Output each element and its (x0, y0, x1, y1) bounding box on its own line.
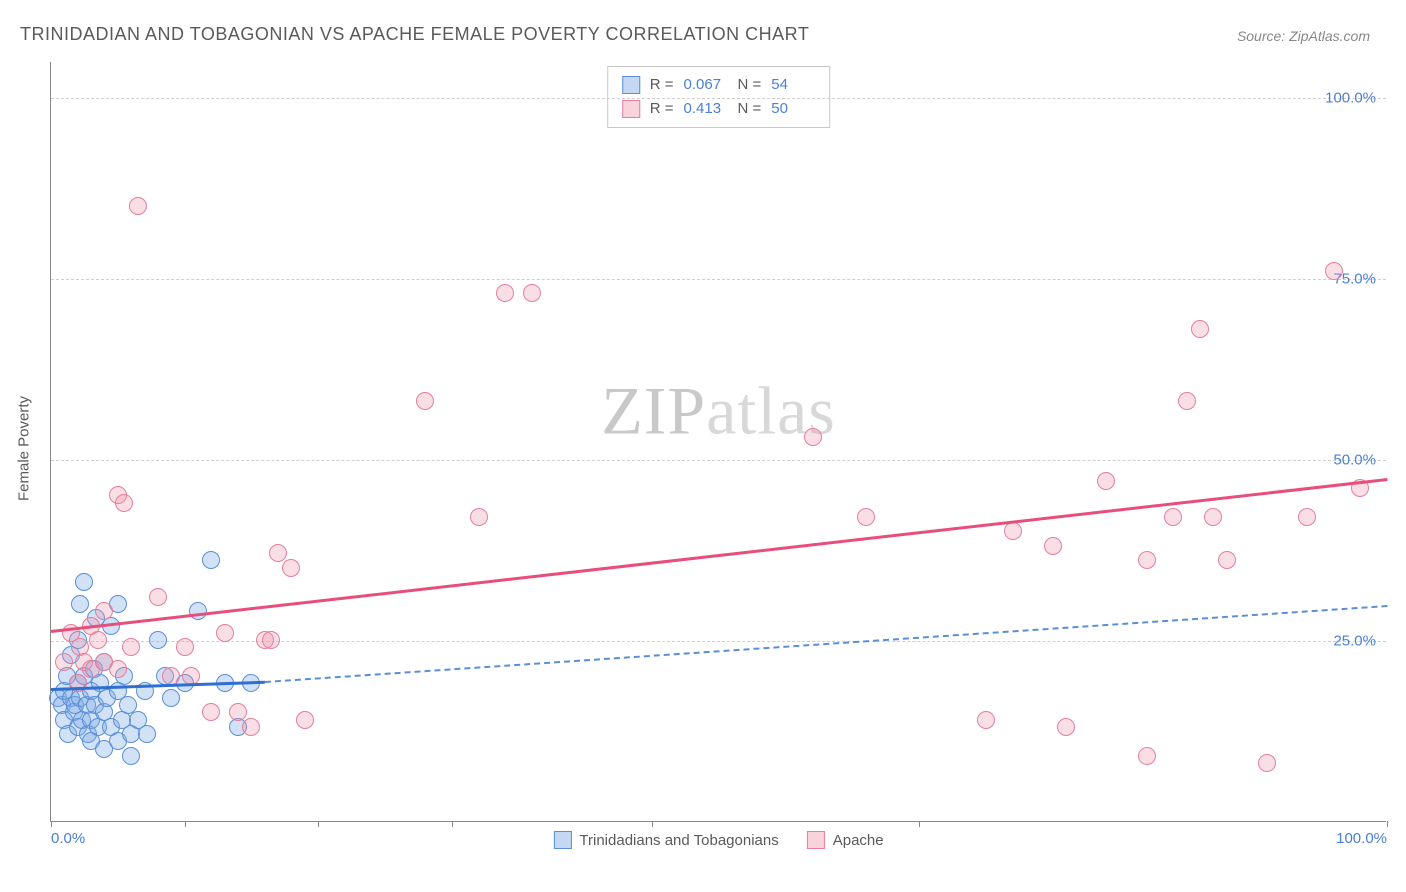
data-point (1138, 551, 1156, 569)
data-point (189, 602, 207, 620)
data-point (229, 703, 247, 721)
legend-item-apache: Apache (807, 831, 884, 849)
data-point (977, 711, 995, 729)
data-point (149, 631, 167, 649)
data-point (138, 725, 156, 743)
data-point (269, 544, 287, 562)
data-point (95, 602, 113, 620)
x-tick-label: 0.0% (51, 830, 85, 847)
data-point (129, 197, 147, 215)
data-point (523, 284, 541, 302)
data-point (1325, 262, 1343, 280)
x-tick (919, 821, 920, 827)
data-point (162, 689, 180, 707)
gridline (51, 279, 1386, 280)
data-point (115, 494, 133, 512)
legend-row-apache: R = 0.413 N = 50 (622, 97, 816, 121)
data-point (202, 551, 220, 569)
x-tick-label: 100.0% (1336, 830, 1387, 847)
data-point (75, 573, 93, 591)
data-point (1164, 508, 1182, 526)
data-point (296, 711, 314, 729)
legend-row-trinidadian: R = 0.067 N = 54 (622, 73, 816, 97)
swatch-icon (807, 831, 825, 849)
data-point (1057, 718, 1075, 736)
trend-line (51, 478, 1387, 632)
data-point (1097, 472, 1115, 490)
x-tick (185, 821, 186, 827)
scatter-chart: ZIPatlas R = 0.067 N = 54 R = 0.413 N = … (50, 62, 1386, 822)
data-point (109, 660, 127, 678)
y-tick-label: 25.0% (1333, 633, 1376, 650)
data-point (55, 653, 73, 671)
y-tick-label: 100.0% (1325, 90, 1376, 107)
series-legend: Trinidadians and Tobagonians Apache (553, 831, 883, 849)
y-axis-label: Female Poverty (16, 396, 33, 501)
data-point (89, 631, 107, 649)
data-point (1204, 508, 1222, 526)
swatch-icon (622, 100, 640, 118)
correlation-legend: R = 0.067 N = 54 R = 0.413 N = 50 (607, 66, 831, 128)
data-point (1004, 522, 1022, 540)
legend-item-trinidadian: Trinidadians and Tobagonians (553, 831, 778, 849)
chart-title: TRINIDADIAN AND TOBAGONIAN VS APACHE FEM… (20, 24, 809, 45)
data-point (71, 595, 89, 613)
y-tick-label: 50.0% (1333, 452, 1376, 469)
trend-line (265, 605, 1387, 683)
data-point (149, 588, 167, 606)
data-point (1298, 508, 1316, 526)
data-point (1044, 537, 1062, 555)
x-tick (1387, 821, 1388, 827)
gridline (51, 641, 1386, 642)
gridline (51, 460, 1386, 461)
data-point (162, 667, 180, 685)
data-point (1138, 747, 1156, 765)
data-point (122, 747, 140, 765)
data-point (176, 638, 194, 656)
data-point (496, 284, 514, 302)
data-point (470, 508, 488, 526)
data-point (122, 638, 140, 656)
gridline (51, 98, 1386, 99)
x-tick (51, 821, 52, 827)
data-point (1258, 754, 1276, 772)
data-point (202, 703, 220, 721)
x-tick (452, 821, 453, 827)
data-point (804, 428, 822, 446)
swatch-icon (622, 76, 640, 94)
chart-source: Source: ZipAtlas.com (1237, 24, 1370, 44)
watermark: ZIPatlas (601, 372, 836, 451)
data-point (262, 631, 280, 649)
x-tick (652, 821, 653, 827)
x-tick (318, 821, 319, 827)
swatch-icon (553, 831, 571, 849)
data-point (216, 624, 234, 642)
data-point (242, 718, 260, 736)
data-point (416, 392, 434, 410)
data-point (857, 508, 875, 526)
data-point (1178, 392, 1196, 410)
data-point (1218, 551, 1236, 569)
data-point (1191, 320, 1209, 338)
data-point (282, 559, 300, 577)
